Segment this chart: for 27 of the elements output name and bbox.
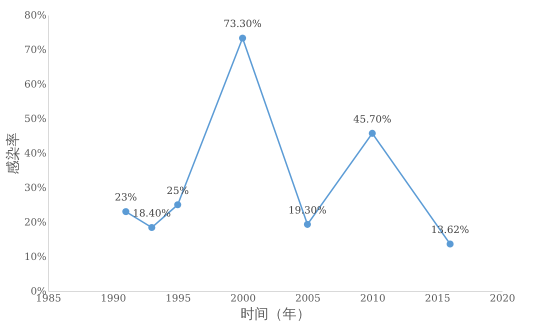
point [304, 220, 311, 228]
y-tick-label: 60% [24, 80, 46, 90]
y-axis-title: 感染率 [5, 132, 22, 174]
data-label: 23% [114, 192, 137, 204]
x-axis-title: 时间（年） [240, 306, 310, 322]
x-tick-label: 2015 [424, 294, 450, 304]
y-tick-label: 20% [24, 218, 46, 228]
data-label: 45.70% [353, 114, 392, 126]
x-tick-label: 1995 [165, 294, 191, 304]
x-tick-label: 1990 [100, 294, 126, 304]
y-tick-label: 30% [24, 183, 46, 194]
y-tick-label: 10% [24, 252, 46, 263]
point [239, 34, 246, 42]
point [122, 208, 130, 216]
y-tick-label: 80% [24, 10, 46, 22]
y-tick-label: 40% [24, 148, 46, 160]
data-label: 73.30% [224, 19, 262, 30]
x-tick-label: 2010 [360, 294, 386, 304]
point [174, 201, 182, 208]
y-tick-label: 70% [24, 45, 46, 56]
point [148, 224, 156, 232]
y-tick-label: 50% [24, 114, 46, 125]
x-tick-label: 2020 [490, 294, 516, 304]
x-tick-label: 2000 [230, 294, 256, 304]
point [368, 130, 376, 137]
point [446, 240, 454, 248]
x-tick-label: 2005 [295, 294, 321, 304]
